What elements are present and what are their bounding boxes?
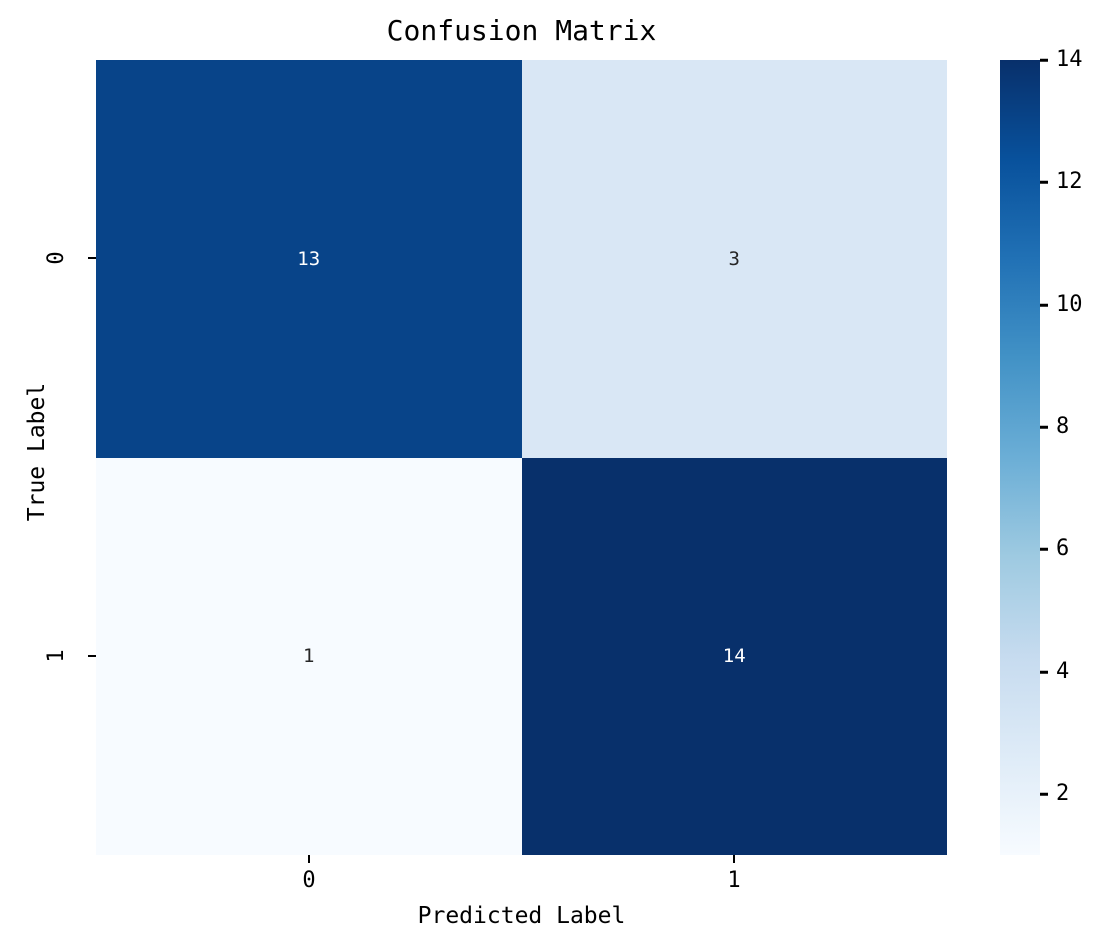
cell-annotation: 14 bbox=[722, 645, 746, 668]
y-tick-label-0: 0 bbox=[44, 251, 69, 265]
x-tick-label-0: 0 bbox=[302, 868, 316, 893]
colorbar-tick-mark-6 bbox=[1040, 547, 1048, 551]
colorbar-tick-mark-4 bbox=[1040, 670, 1048, 674]
colorbar-gradient bbox=[1000, 60, 1040, 855]
colorbar-tick-label-10: 10 bbox=[1056, 292, 1083, 317]
colorbar-tick-mark-14 bbox=[1040, 58, 1048, 62]
chart-title: Confusion Matrix bbox=[386, 14, 657, 47]
cell-annotation: 3 bbox=[728, 247, 740, 270]
colorbar-tick-mark-12 bbox=[1040, 180, 1048, 184]
colorbar-tick-label-2: 2 bbox=[1056, 781, 1070, 806]
x-tick-label-1: 1 bbox=[727, 868, 741, 893]
x-axis-label: Predicted Label bbox=[417, 903, 626, 929]
heatmap-cell-true1-pred1: 14 bbox=[521, 457, 947, 855]
y-tick-mark-1 bbox=[88, 655, 96, 657]
y-tick-mark-0 bbox=[88, 257, 96, 259]
heatmap-cell-true0-pred1: 3 bbox=[521, 60, 947, 458]
colorbar-tick-mark-8 bbox=[1040, 425, 1048, 429]
colorbar-tick-mark-2 bbox=[1040, 792, 1048, 796]
heatmap-cell-true0-pred0: 13 bbox=[96, 60, 522, 458]
colorbar-tick-label-4: 4 bbox=[1056, 659, 1070, 684]
heatmap-grid: 13 3 1 14 bbox=[96, 60, 947, 855]
colorbar-tick-label-12: 12 bbox=[1056, 169, 1083, 194]
x-tick-mark-0 bbox=[308, 855, 310, 863]
cell-annotation: 13 bbox=[297, 247, 321, 270]
colorbar-tick-mark-10 bbox=[1040, 303, 1048, 307]
heatmap-cell-true1-pred0: 1 bbox=[96, 457, 522, 855]
x-tick-mark-1 bbox=[733, 855, 735, 863]
y-tick-label-1: 1 bbox=[44, 649, 69, 663]
colorbar-tick-label-8: 8 bbox=[1056, 414, 1070, 439]
colorbar-tick-label-6: 6 bbox=[1056, 536, 1070, 561]
colorbar-tick-label-14: 14 bbox=[1056, 47, 1083, 72]
y-axis-label: True Label bbox=[24, 382, 50, 522]
cell-annotation: 1 bbox=[303, 645, 315, 668]
